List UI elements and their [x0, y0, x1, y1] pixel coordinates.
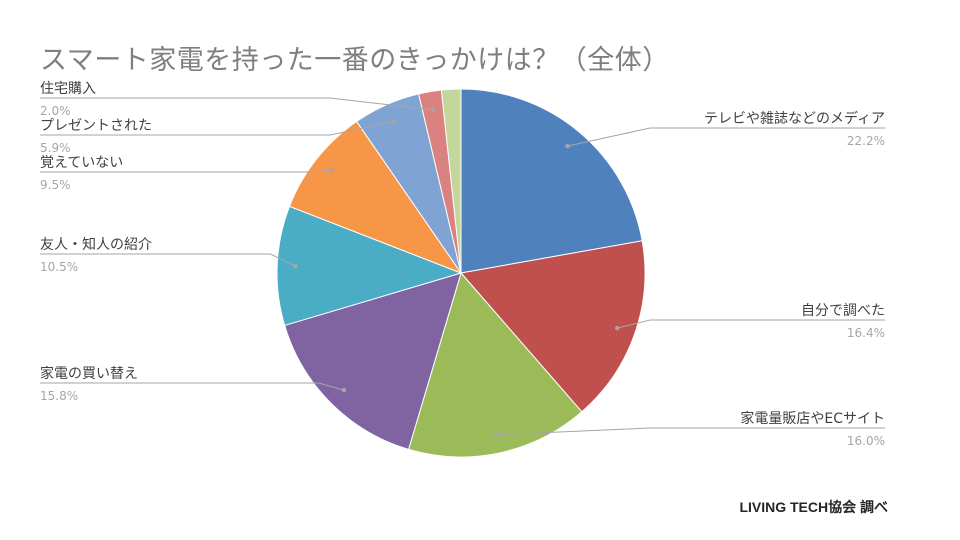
- slice-value-label: 5.9%: [40, 141, 71, 155]
- pie-slice: [460, 240, 646, 413]
- leader-line: [40, 382, 345, 391]
- slice-value-label: 22.2%: [847, 134, 885, 148]
- slice-value-label: 2.0%: [40, 104, 71, 118]
- pie-slice: [284, 272, 462, 450]
- pie-slices: [276, 88, 646, 458]
- slice-category-label: 住宅購入: [40, 81, 96, 97]
- leader-dot: [430, 107, 436, 113]
- pie-slice: [440, 88, 462, 274]
- data-labels: テレビや雑誌などのメディア 22.2% 自分で調べた 16.4% 家電量販店やECサイト…: [40, 81, 885, 448]
- leader-line: [40, 253, 296, 267]
- source-note: LIVING TECH協会 調べ: [739, 499, 888, 515]
- leader-dot: [293, 264, 298, 269]
- pie-slice: [460, 88, 643, 274]
- leader-dot: [565, 143, 570, 149]
- slice-value-label: 10.5%: [40, 260, 78, 274]
- slice-category-label: 家電量販店やECサイト: [740, 410, 885, 427]
- pie-slice: [407, 271, 583, 458]
- leader-dot: [493, 432, 499, 437]
- leader-dot: [391, 119, 396, 124]
- slice-value-label: 16.4%: [847, 326, 885, 340]
- chart-title: スマート家電を持った一番のきっかけは？（全体）: [40, 45, 670, 76]
- leader-line: [40, 97, 434, 111]
- slice-category-label: 友人・知人の紹介: [40, 236, 152, 253]
- pie-slice: [276, 205, 463, 327]
- slice-category-label: プレゼントされた: [40, 118, 152, 134]
- leader-line: [40, 169, 332, 173]
- slice-value-label: 9.5%: [40, 178, 71, 192]
- slice-category-label: 家電の買い替え: [40, 365, 138, 382]
- leader-dot: [328, 168, 334, 173]
- slice-value-label: 16.0%: [847, 434, 885, 448]
- leader-line: [567, 127, 885, 147]
- slice-category-label: テレビや雑誌などのメディア: [704, 110, 885, 127]
- slice-value-label: 15.8%: [40, 389, 78, 403]
- leader-dot: [341, 387, 347, 393]
- leader-line: [617, 319, 885, 329]
- leader-lines: [40, 97, 885, 437]
- leader-line: [496, 427, 885, 436]
- pie-slice: [288, 120, 463, 275]
- leader-dot: [615, 325, 620, 331]
- slice-category-label: 覚えていない: [40, 155, 123, 171]
- slice-category-label: 自分で調べた: [801, 303, 885, 319]
- leader-line: [40, 121, 394, 136]
